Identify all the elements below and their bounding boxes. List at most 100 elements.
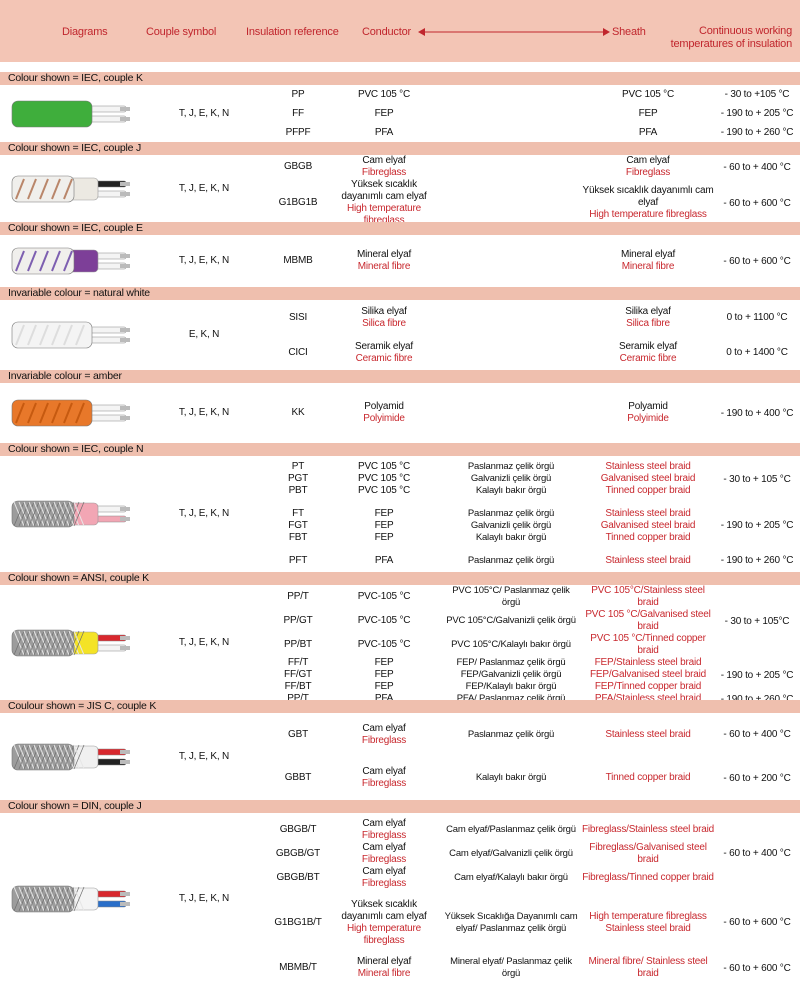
- rows: CICI Seramik elyaf Ceramic fibre Seramik el…: [268, 341, 714, 365]
- braid: Cam elyaf/Paslanmaz çelik örgü: [440, 824, 582, 836]
- sheath-en: High temperature fibreglass: [589, 209, 707, 220]
- insulation-ref: GBGB/T: [279, 823, 317, 835]
- braid-strand: [33, 501, 45, 527]
- sheath-en: Silica fibre: [626, 317, 670, 329]
- group: G1BG1B Yüksek sıcaklık dayanımlı cam elya…: [268, 179, 800, 227]
- braid-tr: PFA/ Paslanmaz çelik örgü: [456, 693, 566, 704]
- row: KK Polyamid Polyimide Polyamid Polyimide: [268, 401, 714, 425]
- conductor-tr: Cam elyaf: [362, 155, 406, 166]
- row: PP PVC 105 °C PVC 105 °C: [268, 89, 714, 101]
- sheath: FEP: [582, 108, 714, 120]
- conductor-tr: FEP: [374, 507, 394, 519]
- conductor: Mineral elyaf Mineral fibre: [328, 249, 440, 273]
- insulation-ref: GBGB/GT: [275, 847, 321, 859]
- conductor-en: Fibreglass: [361, 853, 407, 865]
- conductor-tr: PFA: [374, 693, 394, 704]
- insulation-ref: CICI: [288, 346, 308, 358]
- section-title: Coulour shown = JIS C, couple K: [0, 700, 800, 713]
- braid-tr: Paslanmaz çelik örgü: [467, 554, 555, 566]
- insulation-ref: SISI: [288, 311, 308, 323]
- braid-strand: [28, 501, 40, 527]
- jacket-stripe: [63, 402, 73, 424]
- jacket-stripe: [63, 178, 73, 199]
- conductor-tr: Cam elyaf: [362, 766, 406, 778]
- braid-strand: [68, 501, 80, 527]
- insulation-ref: MBMB: [283, 255, 313, 266]
- braid-tr: FEP/Kalaylı bakır örgü: [465, 681, 557, 692]
- header: Diagrams Couple symbol Insulation refere…: [0, 0, 800, 62]
- wire-tip: [120, 759, 130, 764]
- braid: Paslanmaz çelik örgü: [440, 461, 582, 473]
- section-title: Colour shown = IEC, couple J: [0, 142, 800, 155]
- sheath-en: High temperature fibreglass Stainless st…: [589, 910, 707, 934]
- jacket-stripe: [27, 250, 37, 272]
- rows: PT PVC 105 °C Paslanmaz çelik örgü Stainles…: [268, 461, 714, 497]
- conductor-tr: Mineral elyaf: [356, 249, 412, 260]
- insulation-ref: PBT: [288, 485, 308, 497]
- sheath-en: Stainless steel braid: [605, 554, 691, 566]
- row: PP/GT PVC-105 °C PVC 105°C/Galvanizli çeli…: [268, 609, 714, 633]
- rows: PFT PFA Paslanmaz çelik örgü Stainless stee…: [268, 555, 714, 567]
- braid: FEP/ Paslanmaz çelik örgü: [440, 657, 582, 669]
- jacket-stripe: [27, 324, 37, 346]
- section-title: Invariable colour = amber: [0, 370, 800, 383]
- section-title: Invariable colour = natural white: [0, 287, 800, 300]
- couple-symbol: T, J, E, K, N: [178, 636, 230, 648]
- braid: Kalaylı bakır örgü: [440, 532, 582, 544]
- rows: PP/T PVC-105 °C PVC 105°C/ Paslanmaz çelik…: [268, 585, 714, 657]
- jacket-stripe: [51, 402, 61, 424]
- wire-tip: [120, 416, 130, 420]
- sheath-en: Fibreglass/Galvanised steel braid: [589, 841, 707, 865]
- braid: Kalaylı bakır örgü: [440, 485, 582, 497]
- wire-tip: [120, 892, 130, 896]
- jacket-stripe: [39, 250, 49, 272]
- braid-strand: [13, 886, 25, 912]
- insulation-ref: FF/GT: [284, 669, 312, 680]
- conductor: PVC-105 °C: [328, 615, 440, 627]
- groups: SISI Silika elyaf Silica fibre Silika elyaf…: [268, 300, 800, 370]
- braid-strand: [48, 501, 60, 527]
- sheath: Yüksek sıcaklık dayanımlı cam elyaf High …: [582, 185, 714, 221]
- conductor-tr: FEP: [374, 107, 394, 119]
- section-body: T, J, E, K, N PP PVC 105 °C PVC 105 °C - 30 …: [0, 85, 800, 142]
- braid: Galvanizli çelik örgü: [440, 473, 582, 485]
- sheath: Stainless steel braid: [582, 461, 714, 473]
- conductor-tr: PFA: [374, 126, 394, 138]
- braid: Paslanmaz çelik örgü: [440, 555, 582, 567]
- insulation-ref: GBT: [288, 728, 308, 740]
- braid-strand: [38, 501, 50, 527]
- temperature: - 190 to + 205 °C: [720, 520, 794, 532]
- jacket-stripe: [27, 402, 37, 424]
- sheath: PFA: [582, 127, 714, 139]
- conductor: PFA: [328, 555, 440, 567]
- sheath: PVC 105 °C/Galvanised steel braid: [582, 609, 714, 633]
- braid-strand: [28, 744, 40, 769]
- conductor: Cam elyaf Fibreglass: [328, 866, 440, 890]
- temperature: - 30 to + 105°C: [724, 615, 790, 627]
- rows: FF FEP FEP: [268, 108, 714, 120]
- couple-symbol: T, J, E, K, N: [178, 182, 230, 194]
- conductor-tr: PFA: [374, 554, 394, 566]
- group: G1BG1B/T Yüksek sıcaklık dayanımlı cam el…: [268, 899, 800, 947]
- cable-diagram: [11, 100, 130, 127]
- conductor-tr: Yüksek sıcaklık dayanımlı cam elyaf: [341, 179, 427, 202]
- rows: MBMB/T Mineral elyaf Mineral fibre Mineral …: [268, 956, 714, 980]
- conductor: PVC 105 °C: [328, 485, 440, 497]
- temperature: - 60 to + 400 °C: [723, 161, 791, 173]
- temperature: - 30 to + 105 °C: [723, 473, 791, 485]
- conductor-tr: Cam elyaf: [362, 722, 406, 734]
- jacket-stripe: [15, 402, 25, 424]
- wire-tip: [120, 191, 130, 196]
- rows: GBGB Cam elyaf Fibreglass Cam elyaf Fibregla…: [268, 155, 714, 179]
- conductor: PVC 105 °C: [328, 473, 440, 485]
- sheath-en: Fibreglass: [625, 167, 671, 178]
- jacket-stripe: [39, 402, 49, 424]
- temperature: - 190 to + 400 °C: [720, 407, 794, 419]
- braid-tr: Cam elyaf/Kalaylı bakır örgü: [454, 871, 568, 883]
- row: G1BG1B Yüksek sıcaklık dayanımlı cam elya…: [268, 179, 714, 227]
- sheath: Fibreglass/Stainless steel braid: [582, 824, 714, 836]
- sheath: Tinned copper braid: [582, 485, 714, 497]
- arrow: [418, 28, 610, 36]
- braid-strand: [43, 744, 55, 769]
- sheath-en: Stainless steel braid: [605, 461, 691, 473]
